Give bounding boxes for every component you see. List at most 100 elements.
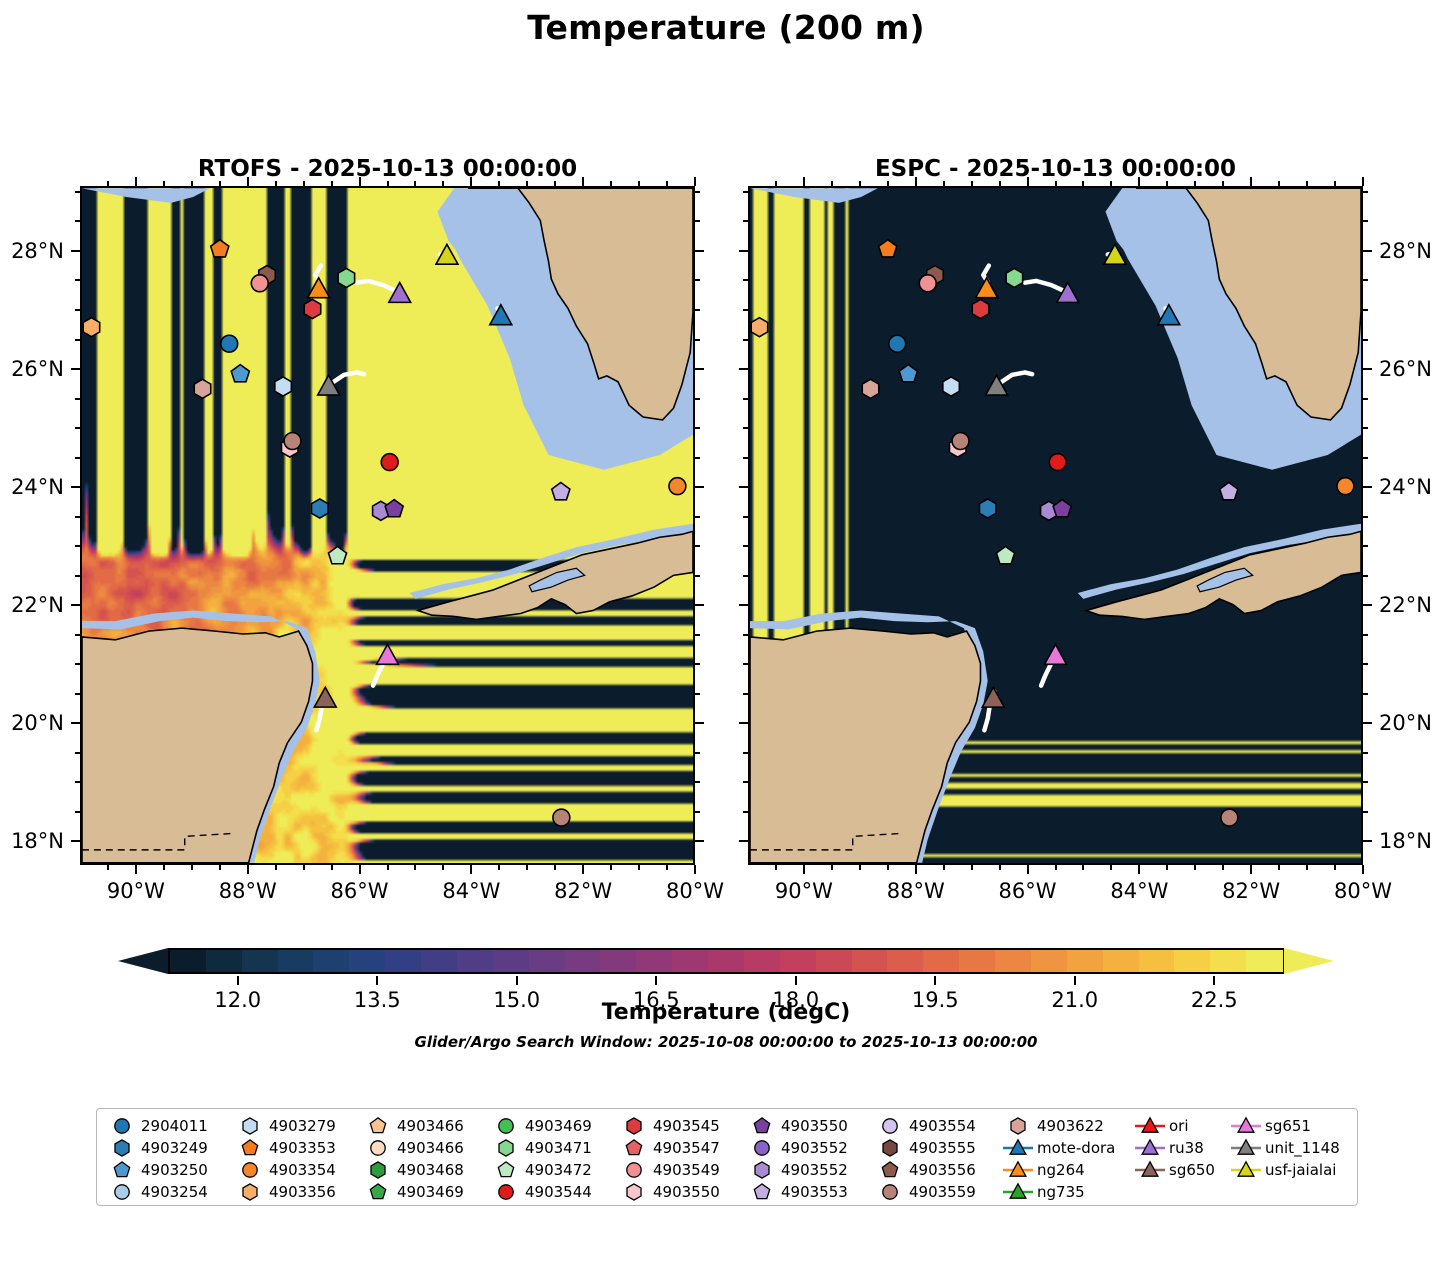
lon-tick <box>802 865 805 874</box>
map-marker-4903249[interactable] <box>978 498 997 519</box>
map-marker-ru38[interactable] <box>387 280 412 304</box>
legend-item-ng735[interactable]: ng735 <box>1001 1181 1133 1203</box>
map-marker-4903472[interactable] <box>327 545 348 565</box>
legend-item-4903552[interactable]: 4903552 <box>745 1159 873 1181</box>
map-marker-4903279[interactable] <box>942 376 961 397</box>
legend-glyph <box>626 1162 642 1178</box>
map-marker-4903471[interactable] <box>337 267 356 289</box>
legend-item-4903559[interactable]: 4903559 <box>873 1181 1001 1203</box>
map-marker-4903354[interactable] <box>668 476 687 496</box>
map-marker-usf-jaialai[interactable] <box>1102 242 1128 266</box>
legend-item-4903353[interactable]: 4903353 <box>233 1137 361 1159</box>
map-marker-mote-dora[interactable] <box>1156 303 1182 326</box>
legend-item-4903466[interactable]: 4903466 <box>361 1137 489 1159</box>
legend-item-ru38[interactable]: ru38 <box>1133 1137 1229 1159</box>
map-panel-espc[interactable] <box>748 186 1363 865</box>
map-marker-mote-dora[interactable] <box>488 303 514 326</box>
map-marker-4903249[interactable] <box>310 498 329 519</box>
map-marker-sg651[interactable] <box>1043 642 1068 666</box>
map-marker-4903622[interactable] <box>193 378 212 400</box>
map-marker-2904011[interactable] <box>887 334 907 353</box>
legend-item-4903472[interactable]: 4903472 <box>489 1159 617 1181</box>
legend-item-4903279[interactable]: 4903279 <box>233 1115 361 1137</box>
map-marker-4903559[interactable] <box>552 808 571 827</box>
map-marker-4903545[interactable] <box>303 298 322 320</box>
legend-item-4903555[interactable]: 4903555 <box>873 1137 1001 1159</box>
map-marker-4903553[interactable] <box>550 481 571 501</box>
map-marker-4903250[interactable] <box>898 363 919 383</box>
map-marker-usf-jaialai[interactable] <box>434 242 460 266</box>
legend-item-4903553[interactable]: 4903553 <box>745 1181 873 1203</box>
map-marker-4903472[interactable] <box>995 545 1016 565</box>
map-marker-sg650[interactable] <box>312 685 338 708</box>
legend-item-4903545[interactable]: 4903545 <box>617 1115 745 1137</box>
map-marker-2904011[interactable] <box>219 334 239 353</box>
legend-glyph <box>1010 1117 1026 1135</box>
legend-item-4903554[interactable]: 4903554 <box>873 1115 1001 1137</box>
legend-item-4903544[interactable]: 4903544 <box>489 1181 617 1203</box>
legend-item-4903547[interactable]: 4903547 <box>617 1137 745 1159</box>
map-marker-4903553[interactable] <box>1218 481 1239 501</box>
legend-item-mote-dora[interactable]: mote-dora <box>1001 1137 1133 1159</box>
legend-item-2904011[interactable]: 2904011 <box>105 1115 233 1137</box>
legend-item-4903549[interactable]: 4903549 <box>617 1159 745 1181</box>
legend-item-4903250[interactable]: 4903250 <box>105 1159 233 1181</box>
legend-item-4903550[interactable]: 4903550 <box>745 1115 873 1137</box>
map-marker-4903354[interactable] <box>1336 476 1355 496</box>
legend-item-4903356[interactable]: 4903356 <box>233 1181 361 1203</box>
legend-item-usf-jaialai[interactable]: usf-jaialai <box>1229 1159 1349 1181</box>
legend-item-ng264[interactable]: ng264 <box>1001 1159 1133 1181</box>
map-marker-sg650[interactable] <box>980 685 1006 708</box>
legend-item-4903550[interactable]: 4903550 <box>617 1181 745 1203</box>
map-marker-4903250[interactable] <box>230 363 251 383</box>
map-marker-4903356[interactable] <box>750 316 769 338</box>
legend-item-4903556[interactable]: 4903556 <box>873 1159 1001 1181</box>
map-marker-4903545[interactable] <box>971 298 990 320</box>
legend-item-sg650[interactable]: sg650 <box>1133 1159 1229 1181</box>
map-marker-unit_1148[interactable] <box>316 373 341 396</box>
map-marker-4903549[interactable] <box>918 274 937 293</box>
legend-item-4903552[interactable]: 4903552 <box>745 1137 873 1159</box>
map-marker-4903544[interactable] <box>1048 452 1067 472</box>
legend-item-sg651[interactable]: sg651 <box>1229 1115 1349 1137</box>
map-marker-4903559[interactable] <box>283 431 302 451</box>
marker-glyph <box>1048 452 1067 472</box>
map-marker-4903356[interactable] <box>82 316 101 338</box>
map-marker-ru38[interactable] <box>1055 280 1080 304</box>
legend-item-4903469[interactable]: 4903469 <box>361 1181 489 1203</box>
map-marker-4903622[interactable] <box>861 378 880 400</box>
map-marker-4903544[interactable] <box>380 452 399 472</box>
lon-tick-top <box>694 177 696 186</box>
map-marker-4903279[interactable] <box>274 376 293 397</box>
legend-item-4903469[interactable]: 4903469 <box>489 1115 617 1137</box>
legend-item-4903249[interactable]: 4903249 <box>105 1137 233 1159</box>
map-marker-unit_1148[interactable] <box>984 373 1009 396</box>
legend-item-4903471[interactable]: 4903471 <box>489 1137 617 1159</box>
colorbar-tick <box>1213 976 1216 985</box>
legend-item-ori[interactable]: ori <box>1133 1115 1229 1137</box>
map-marker-4903471[interactable] <box>1005 267 1024 289</box>
legend-item-4903622[interactable]: 4903622 <box>1001 1115 1133 1137</box>
legend-label: sg650 <box>1169 1161 1215 1179</box>
legend-item-4903468[interactable]: 4903468 <box>361 1159 489 1181</box>
lat-minor-tick-right <box>695 338 700 341</box>
lon-minor-tick-top <box>886 181 889 186</box>
legend-item-4903254[interactable]: 4903254 <box>105 1181 233 1203</box>
lat-minor-tick-right <box>695 781 700 784</box>
map-panel-rtofs[interactable] <box>80 186 695 865</box>
map-marker-sg651[interactable] <box>375 642 400 666</box>
map-marker-ng264[interactable] <box>306 276 331 299</box>
map-marker-4903353[interactable] <box>209 238 230 258</box>
map-marker-4903559[interactable] <box>951 431 970 451</box>
lat-tick-left <box>71 486 80 489</box>
map-marker-4903353[interactable] <box>877 238 898 258</box>
map-marker-4903549[interactable] <box>250 274 269 293</box>
legend-item-4903354[interactable]: 4903354 <box>233 1159 361 1181</box>
map-marker-4903550[interactable] <box>384 498 405 518</box>
map-marker-4903559[interactable] <box>1220 808 1239 827</box>
map-marker-4903550[interactable] <box>1052 498 1073 518</box>
legend-label: 4903549 <box>653 1161 720 1179</box>
map-marker-ng264[interactable] <box>974 276 999 299</box>
legend-item-4903466[interactable]: 4903466 <box>361 1115 489 1137</box>
legend-item-unit_1148[interactable]: unit_1148 <box>1229 1137 1349 1159</box>
